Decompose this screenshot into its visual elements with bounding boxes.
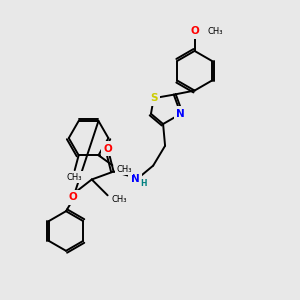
Text: S: S [150,93,158,103]
Text: H: H [140,179,146,188]
Text: N: N [176,109,185,119]
Text: O: O [69,192,77,202]
Text: O: O [103,144,112,154]
Text: CH₃: CH₃ [112,195,127,204]
Text: CH₃: CH₃ [67,172,83,182]
Text: CH₃: CH₃ [116,165,132,174]
Text: CH₃: CH₃ [208,27,223,36]
Text: N: N [131,175,140,184]
Text: O: O [190,26,199,36]
